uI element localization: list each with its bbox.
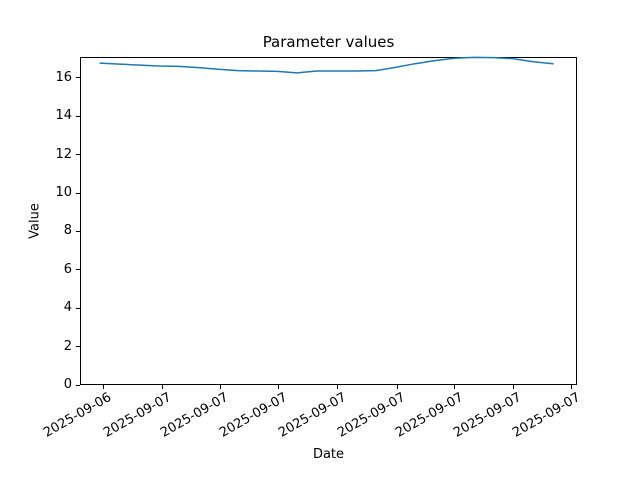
series-line — [99, 56, 554, 74]
x-tick-mark — [454, 385, 456, 389]
y-tick-label: 16 — [55, 69, 72, 85]
x-tick-mark — [161, 385, 163, 389]
y-tick-mark — [76, 269, 80, 271]
y-tick-mark — [76, 307, 80, 309]
x-tick-mark — [512, 385, 514, 389]
y-tick-label: 14 — [55, 108, 72, 124]
y-tick-mark — [76, 192, 80, 194]
y-tick-label: 6 — [63, 261, 72, 277]
x-axis-label: Date — [312, 447, 345, 462]
x-tick-mark — [219, 385, 221, 389]
y-tick-label: 2 — [63, 338, 72, 354]
x-tick-mark — [396, 385, 398, 389]
y-tick-mark — [76, 154, 80, 156]
y-tick-label: 10 — [55, 185, 72, 201]
x-tick-mark — [337, 385, 339, 389]
y-tick-label: 4 — [63, 300, 72, 316]
x-tick-mark — [277, 385, 279, 389]
y-tick-mark — [76, 115, 80, 117]
line-chart — [99, 56, 554, 74]
y-tick-label: 0 — [63, 377, 72, 392]
y-tick-mark — [76, 346, 80, 348]
plot-area — [80, 57, 577, 385]
y-tick-mark — [76, 77, 80, 79]
x-tick-mark — [102, 385, 104, 389]
y-tick-label: 12 — [55, 146, 72, 162]
chart-title: Parameter values — [262, 33, 395, 51]
x-tick-mark — [571, 385, 573, 389]
y-tick-mark — [76, 384, 80, 386]
y-axis-label: Value — [27, 203, 43, 239]
y-tick-mark — [76, 230, 80, 232]
y-tick-label: 8 — [63, 223, 72, 239]
